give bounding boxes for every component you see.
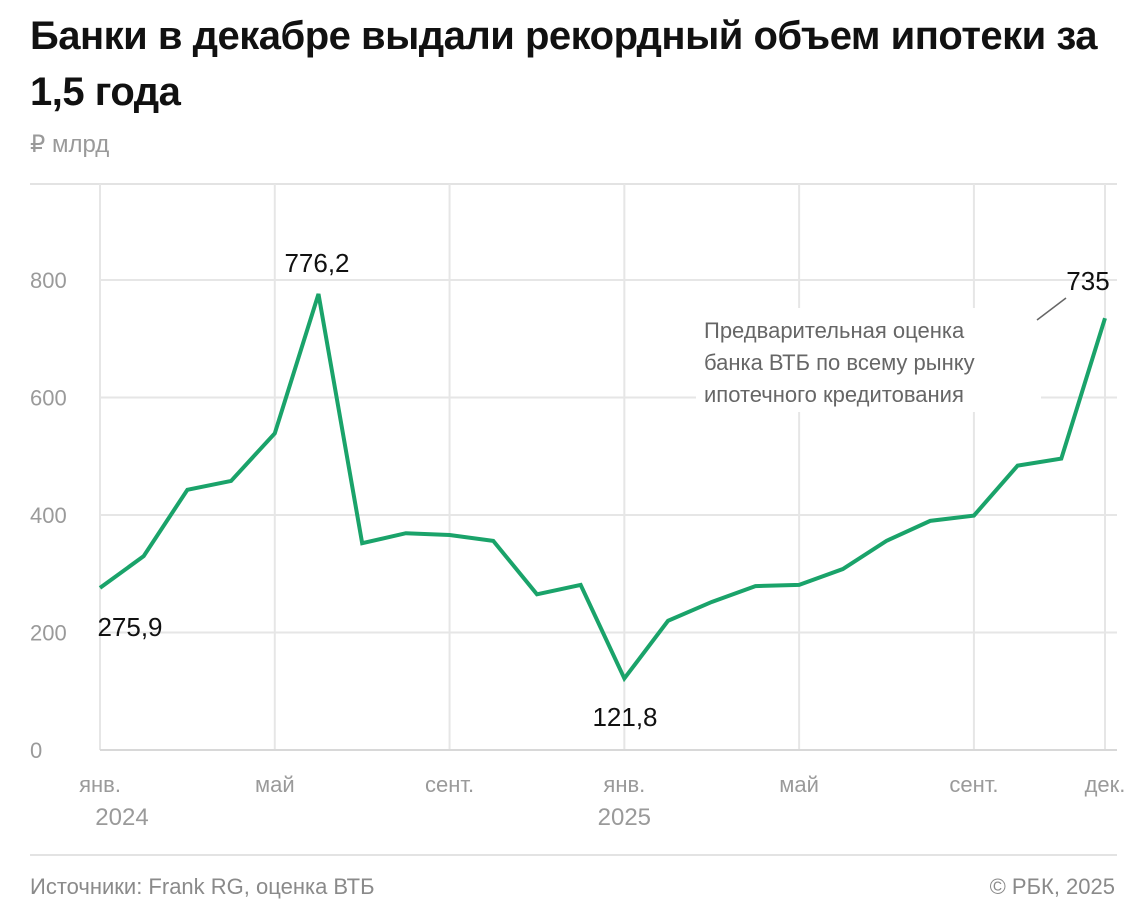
series-line xyxy=(98,293,1107,683)
x-tick-label: дек. xyxy=(1085,772,1126,797)
annotation-leader xyxy=(1036,297,1067,321)
y-unit-label: ₽ млрд xyxy=(30,131,110,158)
x-tick-label: май xyxy=(255,772,295,797)
y-tick-label: 0 xyxy=(30,738,42,763)
annotation-background xyxy=(696,308,1041,412)
x-tick-label: янв. xyxy=(79,772,121,797)
chart-title: Банки в декабре выдали рекордный объем и… xyxy=(30,14,1097,114)
annotation-text: Предварительная оценка xyxy=(704,318,965,343)
x-tick-label: сент. xyxy=(425,772,474,797)
data-label: 121,8 xyxy=(592,702,657,732)
y-tick-label: 600 xyxy=(30,386,67,411)
y-tick-label: 200 xyxy=(30,621,67,646)
data-label: 735 xyxy=(1066,266,1109,296)
annotation-text: ипотечного кредитования xyxy=(704,382,964,407)
x-tick-label: май xyxy=(779,772,819,797)
data-label: 275,9 xyxy=(97,612,162,642)
x-tick-label: сент. xyxy=(949,772,998,797)
y-tick-label: 800 xyxy=(30,268,67,293)
x-tick-label: янв. xyxy=(603,772,645,797)
x-tick-year: 2024 xyxy=(95,804,148,831)
data-label: 776,2 xyxy=(284,248,349,278)
copyright: © РБК, 2025 xyxy=(989,874,1115,899)
source-note: Источники: Frank RG, оценка ВТБ xyxy=(30,874,375,899)
annotation-text: банка ВТБ по всему рынку xyxy=(704,350,975,375)
y-tick-label: 400 xyxy=(30,503,67,528)
x-tick-year: 2025 xyxy=(598,804,651,831)
